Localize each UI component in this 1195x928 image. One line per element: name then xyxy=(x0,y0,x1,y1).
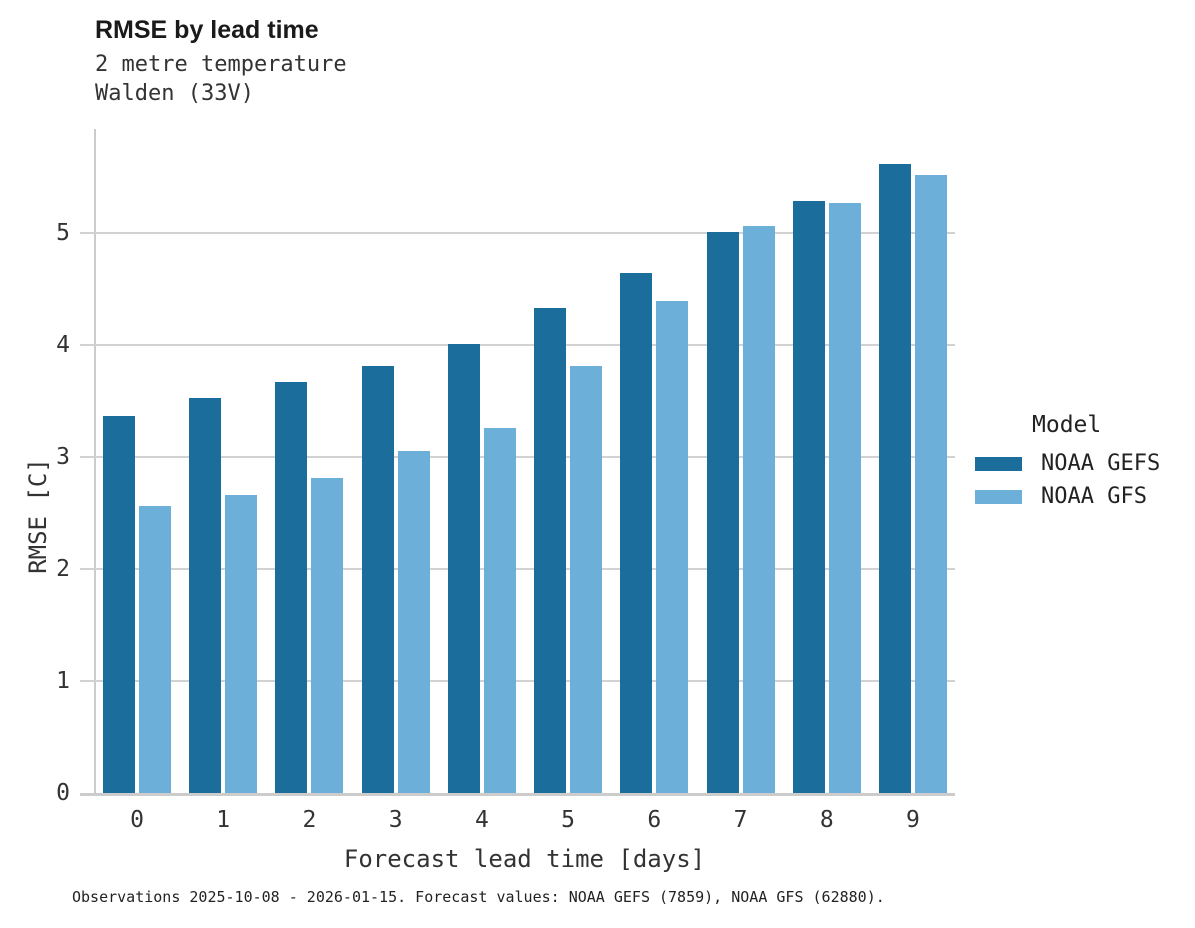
bar-noaa-gfs-lead-2 xyxy=(311,478,344,793)
chart-subtitle-variable: 2 metre temperature xyxy=(95,52,347,77)
x-axis-label: Forecast lead time [days] xyxy=(343,845,706,873)
x-tick-label-1: 1 xyxy=(216,807,231,833)
bar-noaa-gefs-lead-1 xyxy=(189,397,222,793)
x-axis-line xyxy=(80,793,955,796)
x-tick-label-6: 6 xyxy=(647,807,662,833)
bar-noaa-gfs-lead-1 xyxy=(225,495,258,793)
y-tick-label-5: 5 xyxy=(56,220,70,247)
y-tick-label-3: 3 xyxy=(56,444,70,471)
legend-swatch-gefs xyxy=(975,457,1022,471)
y-tick-label-2: 2 xyxy=(56,556,70,583)
bar-noaa-gfs-lead-0 xyxy=(139,506,171,793)
x-tick-label-5: 5 xyxy=(561,807,576,833)
legend-label-gefs: NOAA GEFS xyxy=(1041,451,1161,476)
bar-noaa-gfs-lead-3 xyxy=(397,451,430,793)
bar-noaa-gefs-lead-8 xyxy=(792,200,825,793)
bar-noaa-gfs-lead-4 xyxy=(483,427,516,793)
bar-noaa-gefs-lead-3 xyxy=(361,366,394,793)
legend-label-gfs: NOAA GFS xyxy=(1041,484,1147,509)
bar-noaa-gefs-lead-2 xyxy=(275,382,308,793)
x-tick-label-7: 7 xyxy=(733,807,748,833)
bar-noaa-gefs-lead-5 xyxy=(534,308,567,793)
plot-area: 0 1 2 3 4 5 0 1 2 3 4 5 6 7 8 9 xyxy=(56,129,955,833)
x-tick-label-9: 9 xyxy=(906,807,920,833)
x-tick-label-8: 8 xyxy=(819,807,834,833)
gridline-y-4 xyxy=(80,344,955,347)
gridline-y-1 xyxy=(80,680,955,683)
gridline-y-3 xyxy=(80,456,955,459)
bar-noaa-gefs-lead-7 xyxy=(706,232,739,793)
legend-title: Model xyxy=(1032,412,1102,438)
x-tick-label-2: 2 xyxy=(302,807,317,833)
bar-noaa-gefs-lead-9 xyxy=(878,163,911,793)
y-axis-line xyxy=(94,129,96,793)
bar-noaa-gfs-lead-9 xyxy=(914,174,947,793)
x-tick-label-4: 4 xyxy=(474,807,489,833)
y-tick-label-4: 4 xyxy=(56,332,70,359)
bar-noaa-gfs-lead-5 xyxy=(570,366,603,793)
bar-noaa-gefs-lead-4 xyxy=(447,344,480,793)
chart-subtitle-station: Walden (33V) xyxy=(95,81,254,106)
y-tick-label-0: 0 xyxy=(56,780,70,806)
bar-noaa-gefs-lead-6 xyxy=(620,273,653,793)
legend-swatch-gfs xyxy=(975,490,1022,504)
bar-noaa-gfs-lead-8 xyxy=(828,202,861,793)
chart-title: RMSE by lead time xyxy=(95,16,319,44)
gridline-y-2 xyxy=(80,568,955,571)
y-tick-label-1: 1 xyxy=(56,668,70,695)
bar-noaa-gefs-lead-0 xyxy=(103,415,135,793)
x-tick-label-3: 3 xyxy=(388,807,403,833)
gridline-y-5 xyxy=(80,232,955,235)
figure-caption: Observations 2025-10-08 - 2026-01-15. Fo… xyxy=(72,888,885,906)
bar-noaa-gfs-lead-6 xyxy=(656,301,689,793)
x-tick-label-0: 0 xyxy=(130,807,144,833)
bar-noaa-gfs-lead-7 xyxy=(742,226,775,793)
